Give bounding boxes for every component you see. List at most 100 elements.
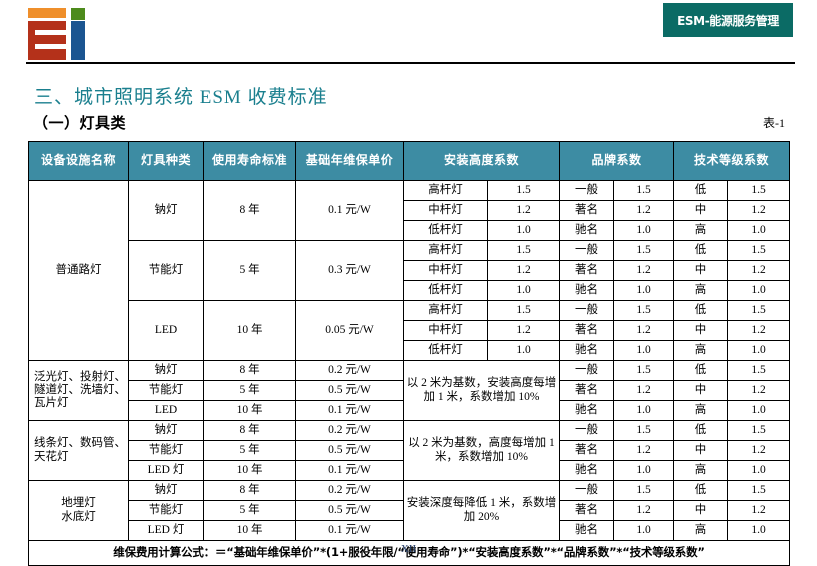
col-header-life-standard: 使用寿命标准 [203,141,296,181]
rate-table-container: 设备设施名称 灯具种类 使用寿命标准 基础年维保单价 安装高度系数 品牌系数 技… [27,141,791,566]
table-row: 中杆灯 1.2 著名 1.2 中 1.2 [29,260,791,281]
height-value-cell: 1.0 [486,280,561,301]
tech-value-cell: 1.0 [727,280,791,301]
tech-value-cell: 1.5 [727,480,791,501]
col-header-tech-coef: 技术等级系数 [673,141,791,181]
table-row: 线条灯、数码管、天花灯 钠灯 8 年 0.2 元/W 以 2 米为基数，高度每增加 1 … [28,420,791,481]
height-value-cell: 1.5 [486,240,561,261]
brand-value-cell: 1.5 [613,240,675,261]
height-level-cell: 中杆灯 [403,200,488,221]
tech-value-cell: 1.2 [727,380,791,401]
tech-level-cell: 中 [673,440,729,461]
tech-value-cell: 1.5 [727,240,791,261]
brand-value-cell: 1.5 [613,300,675,321]
height-value-cell: 1.5 [486,300,561,321]
height-value-cell: 1.2 [486,200,561,221]
brand-level-cell: 一般 [559,300,615,321]
section-title: 三、城市照明系统 ESM 收费标准 [34,87,328,108]
brand-level-cell: 驰名 [559,220,615,241]
brand-value-cell: 1.0 [613,460,675,481]
tech-level-cell: 高 [673,520,729,541]
lamp-kind-cell: 节能灯 [128,500,204,521]
subsection-title: （一）灯具类 [33,114,127,132]
logo-letter-i [71,21,85,60]
tech-value-cell: 1.0 [727,400,791,421]
height-note-cell: 安装深度每降低 1 米，系数增加 20% [402,480,561,541]
brand-level-cell: 一般 [559,420,615,441]
brand-level-cell: 著名 [559,440,615,461]
brand-level-cell: 著名 [559,320,615,341]
height-level-cell: 低杆灯 [403,220,488,241]
height-value-cell: 1.2 [486,260,561,281]
base-price-cell: 0.1 元/W [295,400,404,421]
brand-value-cell: 1.0 [613,340,675,361]
life-standard-cell: 8 年 [203,420,296,441]
base-price-cell: 0.1 元/W [295,520,404,541]
table-header-row: 设备设施名称 灯具种类 使用寿命标准 基础年维保单价 安装高度系数 品牌系数 技… [28,141,791,181]
life-standard-cell: 5 年 [203,500,296,521]
lamp-kind-cell: 钠灯 [128,360,204,381]
group-name-cell: 普通路灯 [28,180,129,361]
brand-level-cell: 著名 [559,200,615,221]
tech-value-cell: 1.2 [727,440,791,461]
brand-level-cell: 一般 [559,360,615,381]
lamp-kind-cell: LED 灯 [128,460,204,481]
base-price-cell: 0.1 元/W [295,460,404,481]
table-body: 普通路灯 钠灯 8 年 0.1 元/W 高杆灯 1.5 一般 1.5 低 1.5 中杆灯 1.2 著名 1… [28,180,791,541]
life-standard-cell: 5 年 [203,380,296,401]
header-divider [26,62,795,64]
formula-row: 维保费用计算公式：＝“基础年维保单价”*(1+服役年限/“使用寿命”)*“安装高… [27,540,791,566]
esm-badge: ESM-能源服务管理 [663,3,793,37]
height-value-cell: 1.5 [486,180,561,201]
brand-level-cell: 驰名 [559,340,615,361]
life-standard-cell: 10 年 [203,460,296,481]
brand-value-cell: 1.5 [613,480,675,501]
tech-level-cell: 高 [673,400,729,421]
tech-value-cell: 1.0 [727,520,791,541]
col-header-equipment: 设备设施名称 [28,141,129,181]
brand-value-cell: 1.0 [613,520,675,541]
tech-value-cell: 1.0 [727,340,791,361]
tech-level-cell: 低 [673,240,729,261]
col-header-brand-coef: 品牌系数 [559,141,675,181]
base-price-cell: 0.5 元/W [295,500,404,521]
group-name-cell: 线条灯、数码管、天花灯 [28,420,129,481]
brand-level-cell: 驰名 [559,460,615,481]
table-row: 低杆灯 1.0 驰名 1.0 高 1.0 [29,220,791,241]
tech-level-cell: 高 [673,280,729,301]
brand-value-cell: 1.5 [613,360,675,381]
tech-level-cell: 中 [673,200,729,221]
life-standard-cell: 8 年 [203,360,296,381]
height-level-cell: 高杆灯 [403,180,488,201]
group-name-cell: 泛光灯、投射灯、隧道灯、洗墙灯、瓦片灯 [28,360,129,421]
col-header-base-price: 基础年维保单价 [295,141,404,181]
height-value-cell: 1.2 [486,320,561,341]
height-value-cell: 1.0 [486,220,561,241]
tech-value-cell: 1.5 [727,180,791,201]
lamp-kind-cell: 钠灯 [128,180,204,241]
page-number: XII [400,543,417,555]
logo-letter-e [28,21,66,60]
life-standard-cell: 10 年 [203,520,296,541]
tech-level-cell: 中 [673,320,729,341]
tech-value-cell: 1.2 [727,320,791,341]
logo-green-square [71,8,85,20]
base-price-cell: 0.3 元/W [295,240,404,301]
lamp-kind-cell: LED [128,300,204,361]
table-row: 地埋灯 水底灯 钠灯 8 年 0.2 元/W 安装深度每降低 1 米，系数增加 20% 一般… [28,480,791,541]
table-number-label: 表-1 [763,116,785,130]
page-header: ESM-能源服务管理 [0,0,817,70]
brand-level-cell: 著名 [559,380,615,401]
tech-level-cell: 高 [673,340,729,361]
table-footer: 维保费用计算公式：＝“基础年维保单价”*(1+服役年限/“使用寿命”)*“安装高… [27,540,791,566]
height-level-cell: 高杆灯 [403,300,488,321]
height-value-cell: 1.0 [486,340,561,361]
group-name-cell: 地埋灯 水底灯 [28,480,129,541]
base-price-cell: 0.5 元/W [295,380,404,401]
tech-level-cell: 中 [673,380,729,401]
height-note-cell: 以 2 米为基数，高度每增加 1 米，系数增加 10% [402,420,561,481]
base-price-cell: 0.5 元/W [295,440,404,461]
tech-level-cell: 低 [673,360,729,381]
brand-level-cell: 驰名 [559,400,615,421]
height-note-cell: 以 2 米为基数，安装高度每增加 1 米，系数增加 10% [402,360,561,421]
